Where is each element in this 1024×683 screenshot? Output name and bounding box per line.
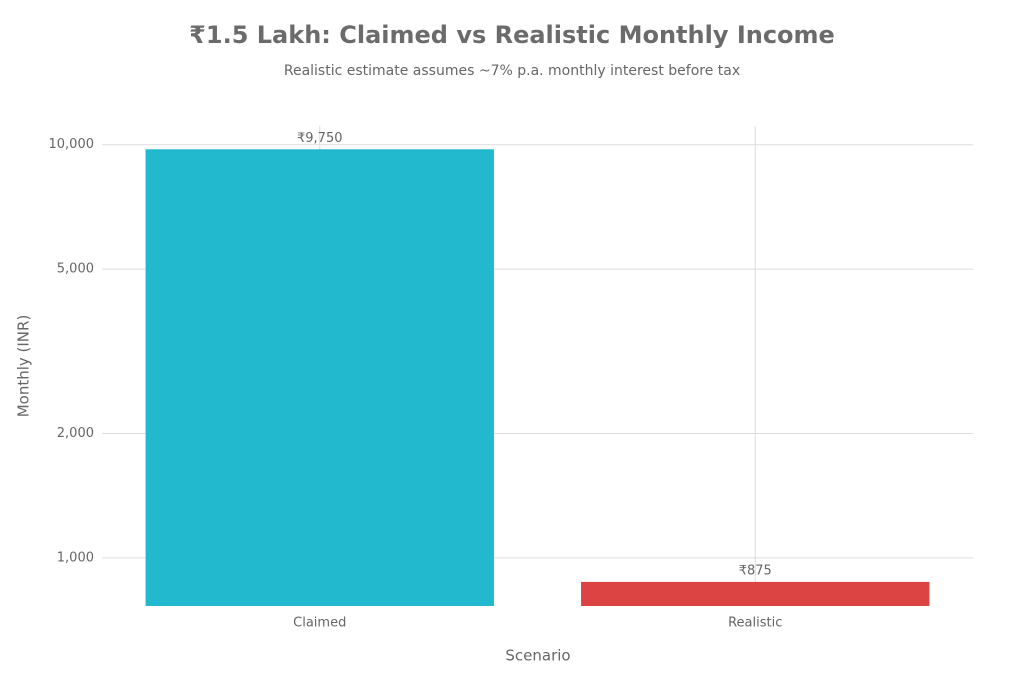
y-tick-label: 5,000	[57, 262, 94, 277]
y-tick-label: 1,000	[57, 550, 94, 565]
x-tick-label: Realistic	[728, 616, 782, 631]
chart-subtitle: Realistic estimate assumes ~7% p.a. mont…	[284, 63, 740, 79]
y-tick-label: 2,000	[57, 426, 94, 441]
chart-title: ₹1.5 Lakh: Claimed vs Realistic Monthly …	[189, 21, 835, 49]
x-tick-label: Claimed	[293, 616, 346, 631]
bar	[581, 581, 930, 606]
x-axis-title: Scenario	[505, 647, 570, 665]
y-axis-title: Monthly (INR)	[15, 315, 33, 418]
y-tick-label: 10,000	[49, 137, 95, 152]
value-label: ₹9,750	[297, 131, 343, 146]
value-label: ₹875	[739, 563, 772, 578]
bar	[145, 149, 494, 606]
